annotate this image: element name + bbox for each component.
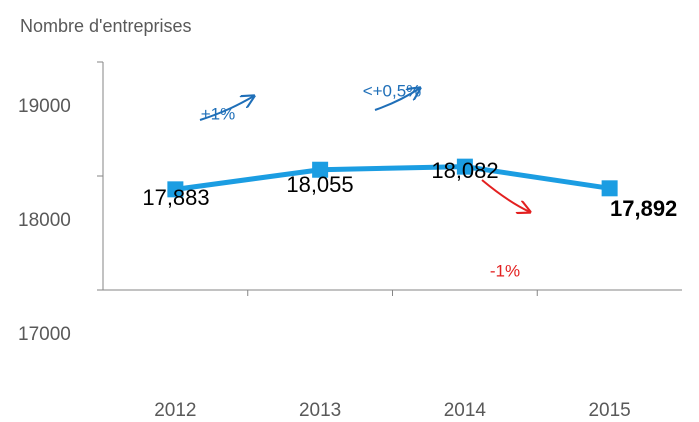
marker xyxy=(601,180,618,197)
annotation: +1% xyxy=(201,104,236,123)
x-tick-label: 2013 xyxy=(299,400,341,421)
arrow xyxy=(481,179,530,212)
chart-title: Nombre d'entreprises xyxy=(20,16,192,36)
annotation: <+0,5% xyxy=(363,81,422,100)
annotation: -1% xyxy=(490,261,520,280)
y-tick-label: 17000 xyxy=(18,324,71,345)
marker xyxy=(312,161,329,178)
x-tick-label: 2012 xyxy=(154,400,196,421)
marker xyxy=(167,181,184,198)
x-tick-label: 2015 xyxy=(588,400,630,421)
data-label: 18,055 xyxy=(286,172,353,197)
line xyxy=(175,164,610,192)
y-tick-label: 19000 xyxy=(18,96,71,117)
arrow xyxy=(199,96,254,121)
data-label: 17,892 xyxy=(610,196,677,221)
data-label: 17,883 xyxy=(142,185,209,210)
data-label: 18,082 xyxy=(431,158,498,183)
x-tick-label: 2014 xyxy=(444,400,487,421)
marker xyxy=(456,158,473,175)
arrow xyxy=(374,88,420,111)
y-tick-label: 18000 xyxy=(18,210,71,231)
